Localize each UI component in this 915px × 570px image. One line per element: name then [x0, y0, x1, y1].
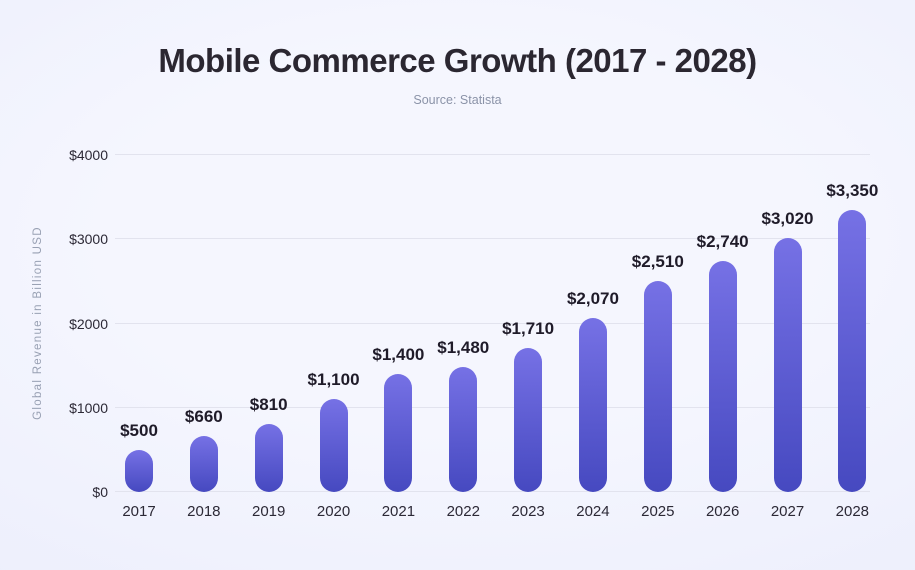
x-tick-label-2026: 2026	[705, 503, 740, 520]
bar-2028	[838, 209, 867, 492]
x-tick-label-2025: 2025	[641, 503, 675, 520]
chart-title: Mobile Commerce Growth (2017 - 2028)	[158, 42, 757, 79]
bar-2026	[708, 261, 737, 492]
gridline-3000	[115, 238, 870, 240]
gridline-4000	[115, 154, 870, 155]
y-tick-label-3000: $3000	[69, 231, 108, 248]
bar-2027	[773, 237, 802, 492]
y-tick-label-1000: $1000	[69, 399, 108, 416]
bar-value-label-2028: $3,350	[826, 180, 879, 200]
bar-2021	[384, 374, 413, 492]
x-tick-label-2022: 2022	[446, 503, 480, 520]
bar-2020	[319, 399, 348, 492]
bar-2023	[514, 347, 543, 492]
bar-value-label-2025: $2,510	[631, 251, 684, 271]
bar-2024	[578, 317, 607, 492]
bar-value-label-2017: $500	[120, 420, 158, 440]
bar-value-label-2027: $3,020	[761, 208, 814, 228]
bar-value-label-2021: $1,400	[372, 345, 425, 365]
x-tick-label-2017: 2017	[122, 503, 156, 520]
bar-value-label-2024: $2,070	[566, 288, 619, 308]
x-tick-label-2023: 2023	[511, 503, 545, 520]
x-tick-label-2028: 2028	[835, 503, 870, 520]
bar-2019	[254, 423, 283, 492]
bar-value-label-2019: $810	[249, 394, 288, 414]
x-tick-label-2021: 2021	[381, 503, 416, 520]
y-tick-label-0: $0	[92, 484, 108, 500]
plot-area: $500 $660 $810 $1,100 $1,400 $1,480 $1,710 $2,0…	[115, 154, 878, 492]
x-tick-label-2018: 2018	[187, 503, 221, 520]
bar-value-label-2022: $1,480	[437, 338, 490, 358]
bar-value-label-2023: $1,710	[502, 318, 555, 338]
gridline-1000	[115, 406, 870, 408]
chart-subtitle: Source: Statista	[413, 93, 502, 107]
y-axis-title: Global Revenue in Billion USD	[32, 226, 44, 420]
bar-value-label-2026: $2,740	[696, 232, 749, 252]
bar-2018	[189, 436, 218, 492]
x-tick-label-2027: 2027	[770, 503, 805, 520]
bar-value-label-2020: $1,100	[307, 370, 360, 390]
gridline-2000	[115, 322, 870, 324]
bar-2022	[449, 367, 478, 492]
bar-value-label-2018: $660	[184, 407, 223, 427]
gridline-0	[115, 491, 870, 492]
bar-2025	[643, 280, 672, 492]
y-tick-label-2000: $2000	[69, 315, 108, 332]
bar-2017	[125, 449, 153, 492]
y-tick-label-4000: $4000	[69, 147, 108, 163]
x-tick-label-2019: 2019	[252, 503, 286, 520]
x-tick-label-2024: 2024	[576, 503, 610, 520]
x-tick-label-2020: 2020	[316, 503, 351, 520]
